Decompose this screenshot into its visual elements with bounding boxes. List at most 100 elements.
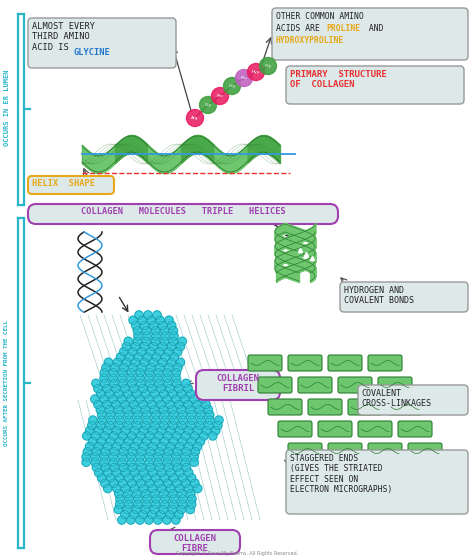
- Circle shape: [107, 416, 115, 424]
- Circle shape: [103, 400, 111, 409]
- Circle shape: [168, 405, 176, 414]
- Circle shape: [145, 453, 154, 461]
- Circle shape: [133, 337, 141, 345]
- Circle shape: [124, 490, 132, 498]
- Circle shape: [157, 385, 165, 393]
- Circle shape: [143, 416, 151, 424]
- Circle shape: [118, 368, 127, 377]
- Circle shape: [85, 442, 94, 451]
- Circle shape: [178, 437, 187, 446]
- Circle shape: [118, 479, 127, 487]
- Circle shape: [136, 368, 145, 377]
- Circle shape: [94, 385, 102, 393]
- Circle shape: [114, 505, 122, 514]
- Text: OCCURS IN ER LUMEN: OCCURS IN ER LUMEN: [4, 70, 10, 146]
- Circle shape: [143, 411, 151, 419]
- Circle shape: [118, 395, 126, 403]
- Circle shape: [134, 332, 142, 340]
- Circle shape: [146, 379, 154, 387]
- FancyBboxPatch shape: [28, 176, 114, 194]
- Circle shape: [163, 516, 171, 524]
- Circle shape: [127, 458, 136, 466]
- FancyBboxPatch shape: [150, 530, 240, 554]
- Circle shape: [139, 442, 148, 451]
- Circle shape: [145, 395, 153, 403]
- Circle shape: [109, 395, 117, 403]
- Circle shape: [124, 437, 133, 446]
- Circle shape: [211, 88, 228, 105]
- Circle shape: [115, 390, 123, 398]
- Circle shape: [209, 432, 217, 440]
- Circle shape: [172, 368, 181, 377]
- Circle shape: [169, 437, 178, 446]
- Circle shape: [164, 463, 173, 472]
- Circle shape: [91, 432, 100, 440]
- Text: OTHER COMMON AMINO: OTHER COMMON AMINO: [276, 12, 364, 21]
- Circle shape: [121, 400, 129, 409]
- Circle shape: [193, 400, 201, 409]
- Circle shape: [169, 390, 177, 398]
- Circle shape: [105, 405, 114, 414]
- FancyBboxPatch shape: [340, 282, 468, 312]
- Circle shape: [176, 358, 185, 367]
- Circle shape: [110, 447, 118, 456]
- Circle shape: [184, 400, 192, 409]
- Circle shape: [181, 458, 190, 466]
- Circle shape: [193, 484, 202, 492]
- Circle shape: [154, 395, 162, 403]
- Circle shape: [178, 421, 186, 429]
- Text: STAGGERED ENDS
(GIVES THE STRIATED
EFFECT SEEN ON
ELECTRON MICROGRAPHS): STAGGERED ENDS (GIVES THE STRIATED EFFEC…: [290, 454, 392, 494]
- Circle shape: [151, 437, 160, 446]
- Circle shape: [152, 495, 160, 503]
- Circle shape: [173, 479, 181, 487]
- Circle shape: [101, 379, 109, 387]
- Circle shape: [137, 479, 145, 487]
- Circle shape: [118, 379, 127, 387]
- Circle shape: [116, 473, 124, 482]
- Circle shape: [152, 332, 160, 340]
- Circle shape: [137, 379, 145, 387]
- Circle shape: [169, 490, 177, 498]
- Circle shape: [143, 332, 151, 340]
- Circle shape: [112, 427, 121, 435]
- Circle shape: [161, 411, 169, 419]
- Circle shape: [184, 385, 192, 393]
- Circle shape: [142, 437, 151, 446]
- Circle shape: [187, 437, 196, 446]
- Circle shape: [134, 416, 142, 424]
- Circle shape: [179, 473, 187, 482]
- Circle shape: [102, 363, 110, 372]
- FancyBboxPatch shape: [272, 8, 468, 60]
- Circle shape: [107, 473, 115, 482]
- Text: OCCURS AFTER SECRETION FROM THE CELL: OCCURS AFTER SECRETION FROM THE CELL: [4, 320, 9, 446]
- Text: HYDROGEN AND
COVALENT BONDS: HYDROGEN AND COVALENT BONDS: [344, 286, 414, 305]
- Circle shape: [132, 321, 140, 330]
- Circle shape: [181, 395, 189, 403]
- Circle shape: [139, 510, 147, 519]
- Text: COLLAGEN
FIBRE: COLLAGEN FIBRE: [173, 534, 217, 553]
- Circle shape: [130, 400, 138, 409]
- Circle shape: [166, 427, 175, 435]
- Circle shape: [100, 458, 109, 466]
- Circle shape: [141, 505, 149, 514]
- FancyBboxPatch shape: [328, 355, 362, 371]
- Circle shape: [166, 385, 174, 393]
- Circle shape: [197, 411, 205, 419]
- Circle shape: [138, 316, 146, 324]
- Circle shape: [109, 453, 118, 461]
- FancyBboxPatch shape: [378, 377, 412, 393]
- Circle shape: [118, 453, 127, 461]
- Circle shape: [155, 463, 164, 472]
- Circle shape: [103, 385, 111, 393]
- Circle shape: [202, 400, 210, 409]
- Circle shape: [170, 411, 178, 419]
- Circle shape: [172, 453, 180, 461]
- Circle shape: [134, 495, 142, 503]
- Circle shape: [166, 510, 174, 519]
- Circle shape: [178, 337, 186, 345]
- Circle shape: [85, 427, 94, 435]
- Circle shape: [159, 505, 167, 514]
- Circle shape: [137, 463, 146, 472]
- Circle shape: [82, 432, 91, 440]
- FancyBboxPatch shape: [338, 377, 372, 393]
